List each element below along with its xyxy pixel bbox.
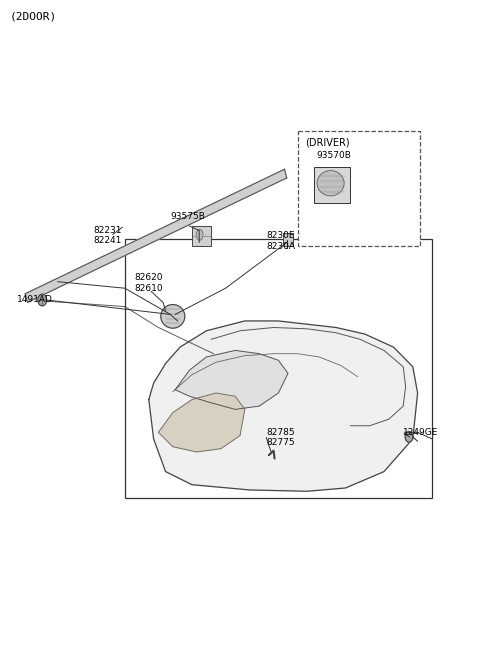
Text: 8230E
8230A: 8230E 8230A xyxy=(266,231,295,251)
Bar xyxy=(125,239,432,498)
Ellipse shape xyxy=(161,305,185,328)
Bar xyxy=(192,226,211,246)
Polygon shape xyxy=(175,350,288,409)
Text: 1249GE: 1249GE xyxy=(403,428,439,437)
Text: (2DOOR): (2DOOR) xyxy=(10,12,57,22)
Polygon shape xyxy=(25,169,287,303)
Ellipse shape xyxy=(196,229,203,240)
Text: (DRIVER): (DRIVER) xyxy=(305,138,349,147)
FancyBboxPatch shape xyxy=(298,131,420,246)
Text: 1491AD: 1491AD xyxy=(17,295,53,305)
Circle shape xyxy=(405,432,413,442)
Polygon shape xyxy=(149,321,418,491)
Bar xyxy=(314,167,350,203)
Text: 93570B: 93570B xyxy=(317,151,352,160)
Bar xyxy=(283,233,293,246)
Text: 82231
82241: 82231 82241 xyxy=(94,226,122,246)
Ellipse shape xyxy=(317,171,344,196)
Text: 82620
82610: 82620 82610 xyxy=(134,273,163,293)
Circle shape xyxy=(38,294,47,306)
Text: 82785
82775: 82785 82775 xyxy=(266,428,295,447)
Polygon shape xyxy=(158,393,245,452)
Text: 93575B: 93575B xyxy=(170,212,205,221)
